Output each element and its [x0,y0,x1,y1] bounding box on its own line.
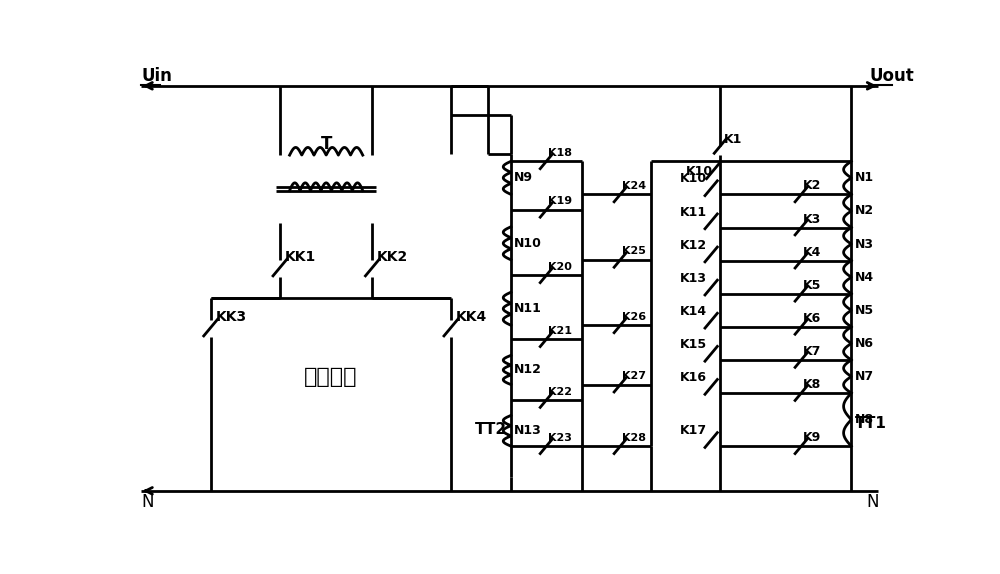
Text: K4: K4 [803,246,821,259]
Text: K12: K12 [680,239,707,252]
Text: K13: K13 [680,272,707,285]
Text: K26: K26 [622,312,646,322]
Text: K17: K17 [680,424,707,437]
Text: K24: K24 [622,181,646,191]
Text: N12: N12 [514,363,542,377]
Text: K27: K27 [622,371,646,381]
Text: N13: N13 [514,424,542,437]
Text: Uout: Uout [869,67,914,85]
Text: K25: K25 [622,246,646,257]
Text: K21: K21 [548,325,572,336]
Text: N1: N1 [854,171,874,184]
Text: K14: K14 [680,305,707,318]
Text: K10: K10 [680,173,707,185]
Text: KK3: KK3 [215,310,246,324]
Text: N11: N11 [514,302,542,315]
Text: KK2: KK2 [377,250,408,264]
Text: N10: N10 [514,237,542,250]
Text: N4: N4 [854,271,874,284]
Text: KK4: KK4 [456,310,487,324]
Text: N9: N9 [514,171,533,184]
Text: K20: K20 [548,262,572,272]
Text: K9: K9 [803,431,821,444]
Text: K15: K15 [680,338,707,351]
Text: K5: K5 [803,279,821,292]
Text: N7: N7 [854,370,874,383]
Text: K18: K18 [548,148,572,158]
Text: K1: K1 [723,133,742,146]
Text: K3: K3 [803,212,821,226]
Text: N6: N6 [854,337,873,350]
Text: Uin: Uin [141,67,172,85]
Text: TT2: TT2 [475,422,507,437]
Text: K7: K7 [803,345,821,358]
Text: N: N [867,492,879,511]
Text: N2: N2 [854,204,874,218]
Text: N8: N8 [854,413,873,426]
Text: K10: K10 [686,165,713,178]
Text: TT1: TT1 [854,416,886,430]
Text: K8: K8 [803,378,821,391]
Text: K16: K16 [680,371,707,384]
Text: K11: K11 [680,205,707,219]
Text: K2: K2 [803,180,821,192]
Text: K6: K6 [803,312,821,325]
Text: K28: K28 [622,433,646,443]
Text: K22: K22 [548,386,572,397]
Text: N: N [141,492,154,511]
Text: N3: N3 [854,238,873,251]
Text: N5: N5 [854,304,874,317]
Text: T: T [320,135,332,153]
Text: K19: K19 [548,196,572,206]
Text: K23: K23 [548,433,572,443]
Text: 换向电路: 换向电路 [304,367,358,387]
Text: KK1: KK1 [285,250,316,264]
